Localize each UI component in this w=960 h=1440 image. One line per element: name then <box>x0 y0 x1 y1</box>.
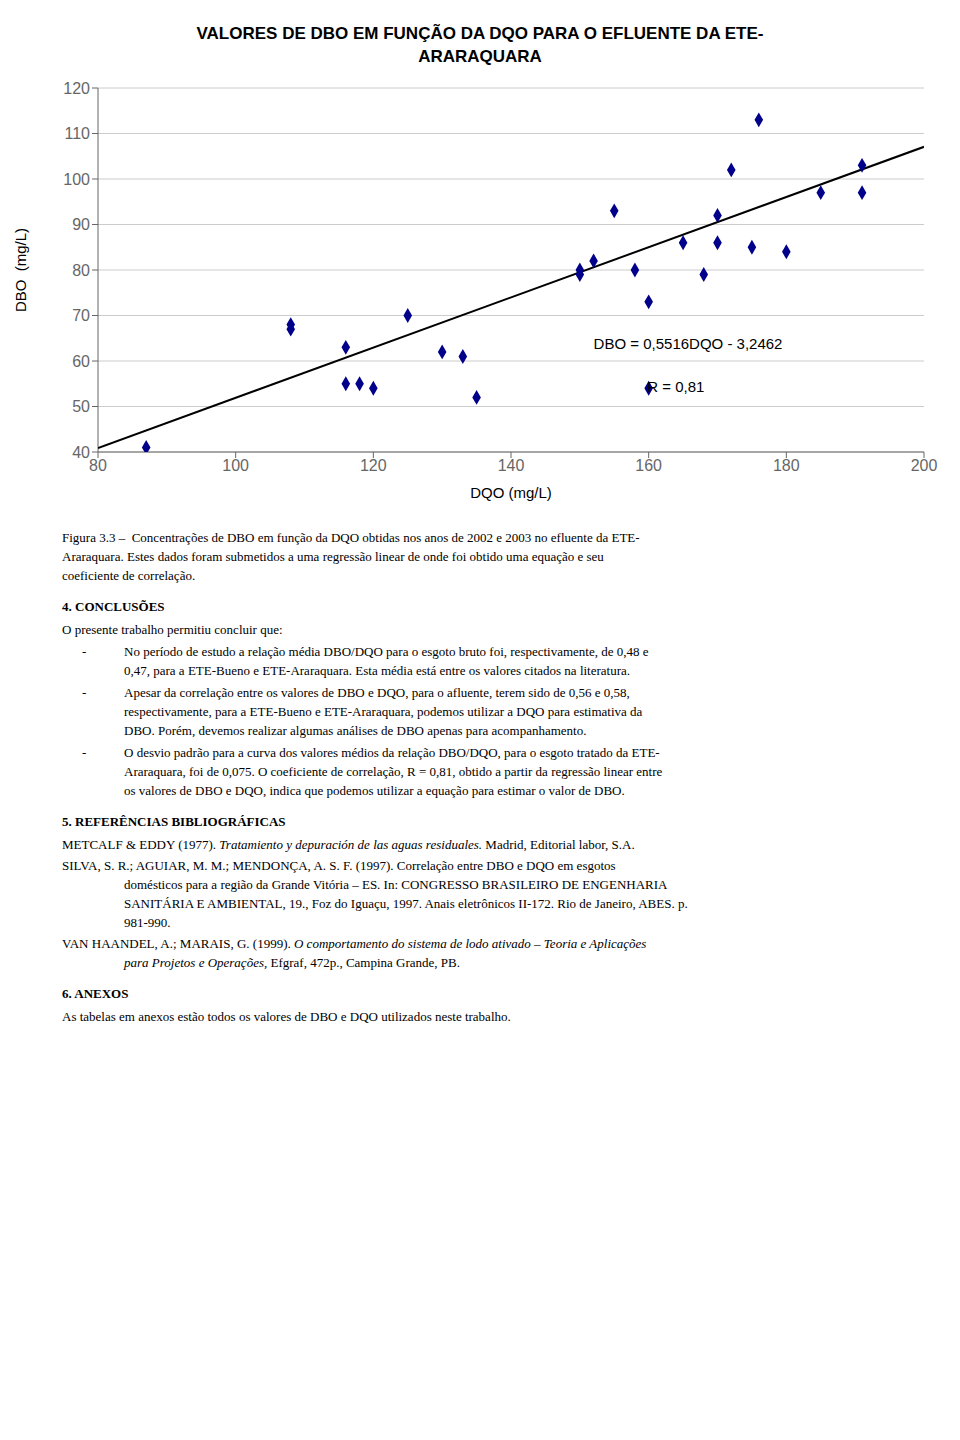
svg-text:80: 80 <box>89 457 107 474</box>
html-text:DBO (mg/L): DBO (mg/L) <box>11 227 29 313</box>
html-text:Figura 3.3 – Concentrações de: Figura 3.3 – Concentrações de DBO em fun… <box>62 530 640 545</box>
html-text:As tabelas em anexos estão tod: As tabelas em anexos estão todos os valo… <box>62 1009 511 1024</box>
svg-text:40: 40 <box>72 444 90 461</box>
html-text:METCALF & EDDY (1977). Tratami: METCALF & EDDY (1977). Tratamiento y dep… <box>62 837 635 852</box>
html-text:No período de estudo a relação: No período de estudo a relação média DBO… <box>124 644 649 659</box>
html-text:para Projetos e Operações, Efg: para Projetos e Operações, Efgraf, 472p.… <box>124 955 460 970</box>
svg-text:110: 110 <box>64 125 90 142</box>
html-text:SANITÁRIA E AMBIENTAL, 19., Fo: SANITÁRIA E AMBIENTAL, 19., Foz do Iguaç… <box>124 896 688 911</box>
html-text:os valores de DBO e DQO, indic: os valores de DBO e DQO, indica que pode… <box>124 783 625 798</box>
svg-text:160: 160 <box>635 457 662 474</box>
html-text:6. ANEXOS: 6. ANEXOS <box>62 986 129 1001</box>
html-text:4. CONCLUSÕES: 4. CONCLUSÕES <box>62 599 165 614</box>
svg-text:120: 120 <box>360 457 387 474</box>
html-text:domésticos para a região da Gr: domésticos para a região da Grande Vitór… <box>124 877 668 892</box>
html-text:VAN HAANDEL, A.; MARAIS, G. (1: VAN HAANDEL, A.; MARAIS, G. (1999). O co… <box>62 936 647 951</box>
svg-text:50: 50 <box>72 398 90 415</box>
html-text:R = 0,81: R = 0,81 <box>647 378 705 395</box>
html-text:DBO. Porém, devemos realizar a: DBO. Porém, devemos realizar algumas aná… <box>124 723 587 738</box>
svg-text:200: 200 <box>911 457 938 474</box>
html-text:O desvio padrão para a curva d: O desvio padrão para a curva dos valores… <box>124 745 660 760</box>
svg-text:60: 60 <box>72 353 90 370</box>
svg-text:100: 100 <box>63 171 90 188</box>
html-text:5. REFERÊNCIAS BIBLIOGRÁFICAS: 5. REFERÊNCIAS BIBLIOGRÁFICAS <box>62 814 286 829</box>
svg-text:90: 90 <box>72 216 90 233</box>
svg-text:70: 70 <box>72 307 90 324</box>
html-text:DBO = 0,5516DQO - 3,2462: DBO = 0,5516DQO - 3,2462 <box>593 334 783 352</box>
svg-text:180: 180 <box>773 457 800 474</box>
html-text:Araraquara, foi de 0,075. O co: Araraquara, foi de 0,075. O coeficiente … <box>124 764 663 779</box>
svg-text:140: 140 <box>498 457 525 474</box>
html-text:VALORES DE DBO EM FUNÇÃO DA DQ: VALORES DE DBO EM FUNÇÃO DA DQO PARA O E… <box>196 24 764 43</box>
svg-text:80: 80 <box>72 262 90 279</box>
html-text:coeficiente de correlação.: coeficiente de correlação. <box>62 568 196 583</box>
svg-text:120: 120 <box>63 80 90 97</box>
html-text:Araraquara. Estes dados foram: Araraquara. Estes dados foram submetidos… <box>62 549 604 564</box>
html-text:DQO (mg/L): DQO (mg/L) <box>470 484 552 501</box>
html-text:respectivamente, para a ETE-Bu: respectivamente, para a ETE-Bueno e ETE-… <box>124 704 643 719</box>
html-text:O presente trabalho permitiu c: O presente trabalho permitiu concluir qu… <box>62 622 283 637</box>
html-text:Apesar da correlação entre os: Apesar da correlação entre os valores de… <box>124 685 630 700</box>
svg-text:100: 100 <box>222 457 249 474</box>
html-text:ARARAQUARA: ARARAQUARA <box>418 47 542 66</box>
html-text:0,47, para a ETE-Bueno e ETE-A: 0,47, para a ETE-Bueno e ETE-Araraquara.… <box>124 663 631 678</box>
html-text:981-990.: 981-990. <box>124 915 171 930</box>
html-text:SILVA, S. R.; AGUIAR, M. M.; M: SILVA, S. R.; AGUIAR, M. M.; MENDONÇA, A… <box>62 858 616 873</box>
